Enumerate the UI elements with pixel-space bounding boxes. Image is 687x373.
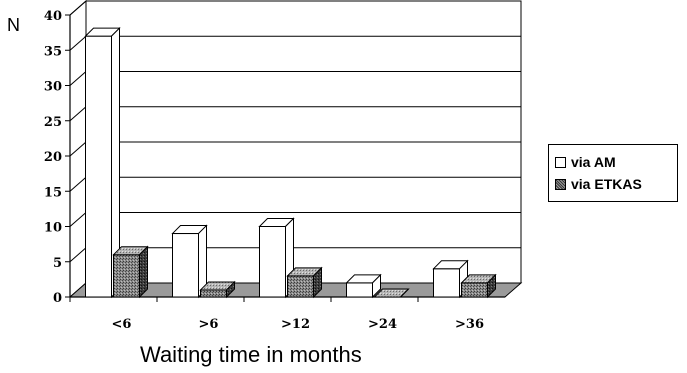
- y-tick-label: 25: [44, 115, 62, 130]
- y-tick-label: 35: [44, 44, 62, 59]
- bar-side: [226, 280, 235, 299]
- bar-front: [346, 282, 373, 298]
- legend-item-via-am: via AM: [555, 153, 616, 171]
- x-tick-label: <6: [112, 317, 132, 332]
- bar: [84, 26, 121, 299]
- bars-layer: [84, 26, 497, 299]
- bar: [345, 273, 382, 299]
- bar: [373, 288, 410, 298]
- bar: [112, 245, 149, 299]
- bar: [286, 266, 323, 299]
- bar-side: [313, 266, 322, 299]
- x-tick-label: >6: [199, 317, 219, 332]
- bar-front: [259, 226, 286, 298]
- bar-front: [85, 35, 112, 298]
- bar: [432, 259, 469, 299]
- bar: [460, 273, 497, 299]
- legend-item-via-etkas: via ETKAS: [555, 175, 642, 193]
- y-tick-label: 5: [53, 256, 62, 271]
- bar: [258, 217, 295, 299]
- y-axis-label: N: [7, 15, 20, 35]
- y-tick-label: 0: [53, 291, 62, 306]
- bar: [171, 224, 208, 299]
- legend-swatch-via-am: [555, 156, 566, 168]
- bar-front: [433, 268, 460, 298]
- grid-layer: [68, 0, 523, 299]
- x-tick-label: >36: [455, 317, 484, 332]
- legend-label-via-etkas: via ETKAS: [571, 176, 642, 192]
- tick-labels-layer: 0 5 10 15 20 25 30 35 40 <6 >6 >12 >24 >36: [44, 9, 484, 332]
- bar: [199, 280, 236, 299]
- bar-front: [461, 282, 488, 298]
- gridline-side: [69, 0, 87, 16]
- gridline-side: [69, 35, 87, 51]
- bar-front: [287, 275, 314, 298]
- bar-front: [113, 254, 140, 298]
- y-tick-label: 20: [44, 150, 62, 165]
- y-tick-label: 30: [44, 80, 62, 95]
- x-tick-label: >12: [281, 317, 310, 332]
- gridline-side: [69, 176, 87, 192]
- legend: via AM via ETKAS: [548, 144, 678, 202]
- gridline-side: [69, 247, 87, 263]
- bar-side: [487, 273, 496, 299]
- x-axis-label: Waiting time in months: [140, 342, 362, 367]
- x-tick-label: >24: [368, 317, 397, 332]
- bar-front: [172, 233, 199, 298]
- gridline-side: [69, 141, 87, 157]
- bar-side: [400, 288, 409, 298]
- bar-front: [200, 289, 227, 298]
- gridline-side: [69, 212, 87, 227]
- y-tick-label: 40: [44, 9, 62, 24]
- legend-swatch-via-etkas: [555, 178, 566, 190]
- gridline-side: [69, 106, 87, 122]
- bar-side: [139, 245, 148, 299]
- gridline-side: [69, 71, 87, 86]
- legend-label-via-am: via AM: [571, 154, 616, 170]
- bar-side: [372, 273, 381, 299]
- y-tick-label: 15: [44, 185, 62, 200]
- y-tick-label: 10: [44, 221, 62, 236]
